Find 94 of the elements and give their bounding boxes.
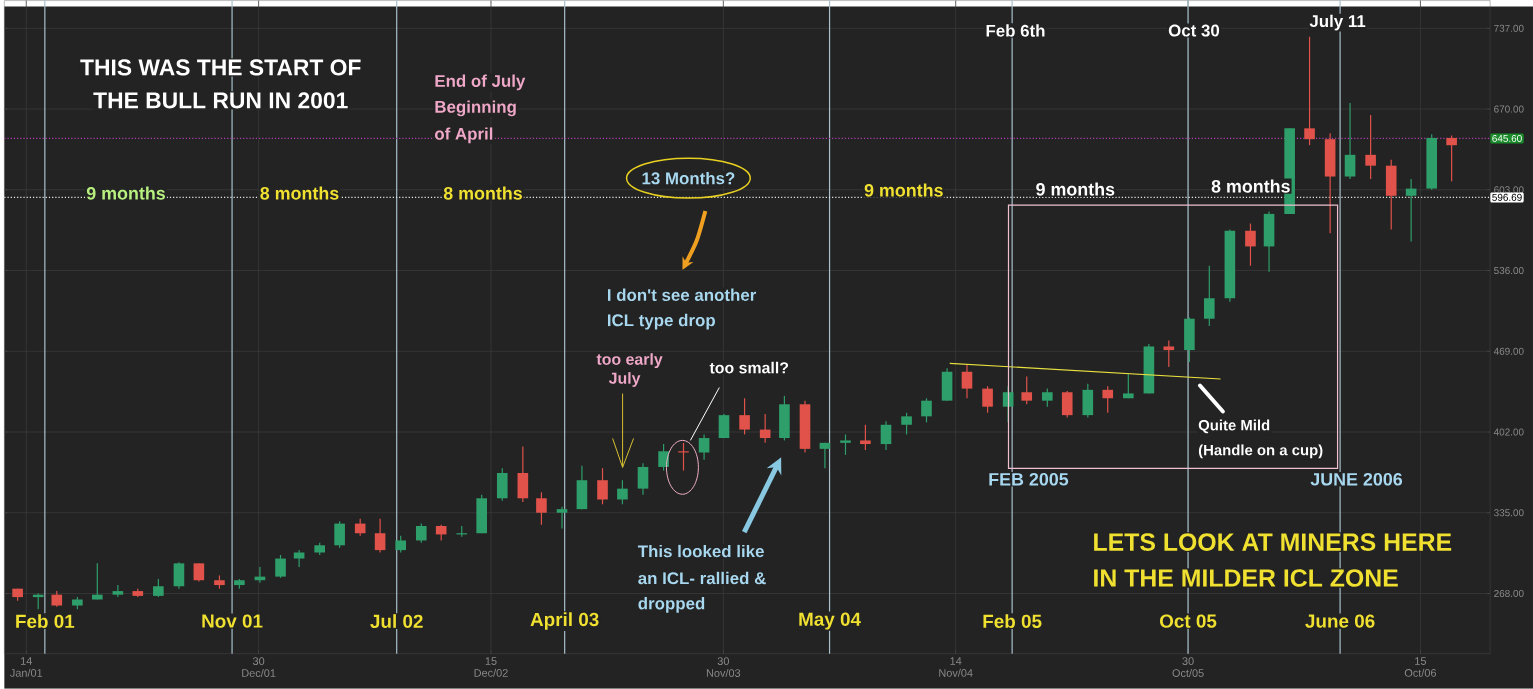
candlestick bbox=[153, 578, 164, 598]
candlestick bbox=[921, 397, 932, 424]
candlestick bbox=[1365, 114, 1376, 180]
candlestick bbox=[193, 562, 205, 583]
candlestick bbox=[1102, 385, 1114, 414]
ref-line-label: Feb 05 bbox=[983, 614, 1042, 629]
annotation: an ICL- rallied & bbox=[638, 571, 766, 585]
candlestick bbox=[415, 523, 427, 544]
ref-line-label: Nov 01 bbox=[202, 614, 263, 628]
candlestick bbox=[1203, 265, 1215, 327]
y-tick-label: 603.00 bbox=[1494, 186, 1524, 194]
y-tick-label: 670.00 bbox=[1494, 105, 1524, 113]
annotation: too small? bbox=[709, 361, 789, 374]
ref-line-label: June 06 bbox=[1305, 614, 1375, 628]
annotation: Quite Mild bbox=[1198, 419, 1270, 434]
candlestick bbox=[637, 462, 649, 496]
ref-line-label: Oct 05 bbox=[1159, 614, 1217, 628]
annotation: 8 months bbox=[1211, 179, 1290, 193]
ref-line-label: Feb 01 bbox=[16, 614, 75, 629]
x-tick-label: 15 Oct/06 bbox=[1404, 657, 1437, 677]
y-tick-label: 268.00 bbox=[1494, 590, 1524, 598]
ref-line-label: 645.60 bbox=[1492, 135, 1522, 143]
candlestick bbox=[112, 584, 124, 598]
ref-line-label: April 03 bbox=[530, 612, 599, 631]
candlestick bbox=[374, 518, 386, 554]
candlestick bbox=[961, 364, 973, 400]
candlestick bbox=[1446, 135, 1457, 183]
x-tick-label: 30 Nov/03 bbox=[706, 657, 741, 678]
candlestick bbox=[1042, 388, 1053, 408]
ref-line-label: 596.69 bbox=[1492, 194, 1522, 202]
candlestick bbox=[293, 549, 305, 568]
x-tick-label: 14 Jan/01 bbox=[10, 657, 43, 677]
candlestick bbox=[536, 491, 547, 526]
annotation: THIS WAS THE START OF bbox=[80, 59, 361, 76]
candlestick bbox=[275, 554, 286, 579]
annotation: 9 months bbox=[1036, 182, 1115, 196]
annotation: ICL type drop bbox=[607, 314, 715, 330]
ref-line-label: Jul 02 bbox=[370, 614, 423, 629]
annotation: 9 months bbox=[864, 183, 943, 197]
annotation: This looked like bbox=[637, 545, 764, 558]
annotation: Beginning bbox=[435, 100, 516, 117]
y-tick-label: 469.00 bbox=[1493, 347, 1524, 355]
annotation: 9 months bbox=[86, 186, 165, 200]
candlestick bbox=[860, 424, 871, 451]
annotation: too early bbox=[596, 353, 663, 369]
annotation: 8 months bbox=[443, 186, 522, 200]
candlestick bbox=[658, 443, 669, 472]
candlestick bbox=[880, 420, 892, 451]
annotation: End of July bbox=[435, 74, 526, 91]
candlestick bbox=[739, 397, 750, 436]
candlestick bbox=[1061, 390, 1073, 419]
candlestick bbox=[334, 520, 345, 549]
candlestick bbox=[1123, 373, 1134, 400]
candlestick bbox=[840, 433, 851, 456]
annotation: Oct 30 bbox=[1168, 24, 1220, 37]
candlestick bbox=[617, 479, 628, 506]
annotation: dropped bbox=[638, 597, 705, 613]
annotation: I don't see another bbox=[607, 288, 757, 302]
candlestick bbox=[173, 561, 185, 590]
candlestick bbox=[819, 442, 831, 469]
x-tick-label: 30 Oct/05 bbox=[1172, 657, 1204, 678]
candlestick bbox=[556, 506, 568, 530]
y-tick-label: 536.00 bbox=[1494, 267, 1524, 275]
candlestick bbox=[1021, 376, 1033, 406]
candlestick bbox=[91, 562, 103, 601]
y-tick-label: 335.00 bbox=[1494, 509, 1524, 517]
candlestick bbox=[597, 467, 608, 506]
annotation: of April bbox=[434, 127, 493, 144]
candlestick bbox=[1405, 178, 1417, 243]
candlestick bbox=[1344, 102, 1356, 180]
annotation: (Handle on a cup) bbox=[1198, 444, 1323, 459]
annotation: July bbox=[608, 372, 641, 388]
annotation: 13 Months? bbox=[642, 172, 735, 185]
ref-line-label: May 04 bbox=[799, 612, 861, 630]
candlestick bbox=[1245, 223, 1256, 267]
x-tick-label: 15 Dec/02 bbox=[474, 657, 508, 677]
candlestick bbox=[982, 385, 993, 414]
annotation: Feb 6th bbox=[986, 24, 1045, 37]
annotation: THE BULL RUN IN 2001 bbox=[93, 92, 348, 109]
annotation: July 11 bbox=[1309, 14, 1366, 31]
candlestick bbox=[698, 433, 710, 461]
y-tick-label: 402.00 bbox=[1493, 428, 1524, 436]
x-tick-label: 14 Nov/04 bbox=[939, 657, 973, 677]
candlestick bbox=[1304, 36, 1315, 146]
y-tick-label: 737.00 bbox=[1494, 24, 1524, 32]
candlestick bbox=[901, 412, 912, 436]
annotation: IN THE MILDER ICL ZONE bbox=[1094, 569, 1398, 587]
annotation: 8 months bbox=[260, 186, 339, 200]
annotation: JUNE 2006 bbox=[1310, 473, 1403, 486]
x-tick-label: 30 Dec/01 bbox=[242, 657, 276, 678]
candlestick bbox=[718, 413, 730, 439]
annotation: LETS LOOK AT MINERS HERE bbox=[1094, 533, 1452, 552]
annotation: FEB 2005 bbox=[989, 473, 1069, 486]
candlestick bbox=[1163, 339, 1175, 368]
